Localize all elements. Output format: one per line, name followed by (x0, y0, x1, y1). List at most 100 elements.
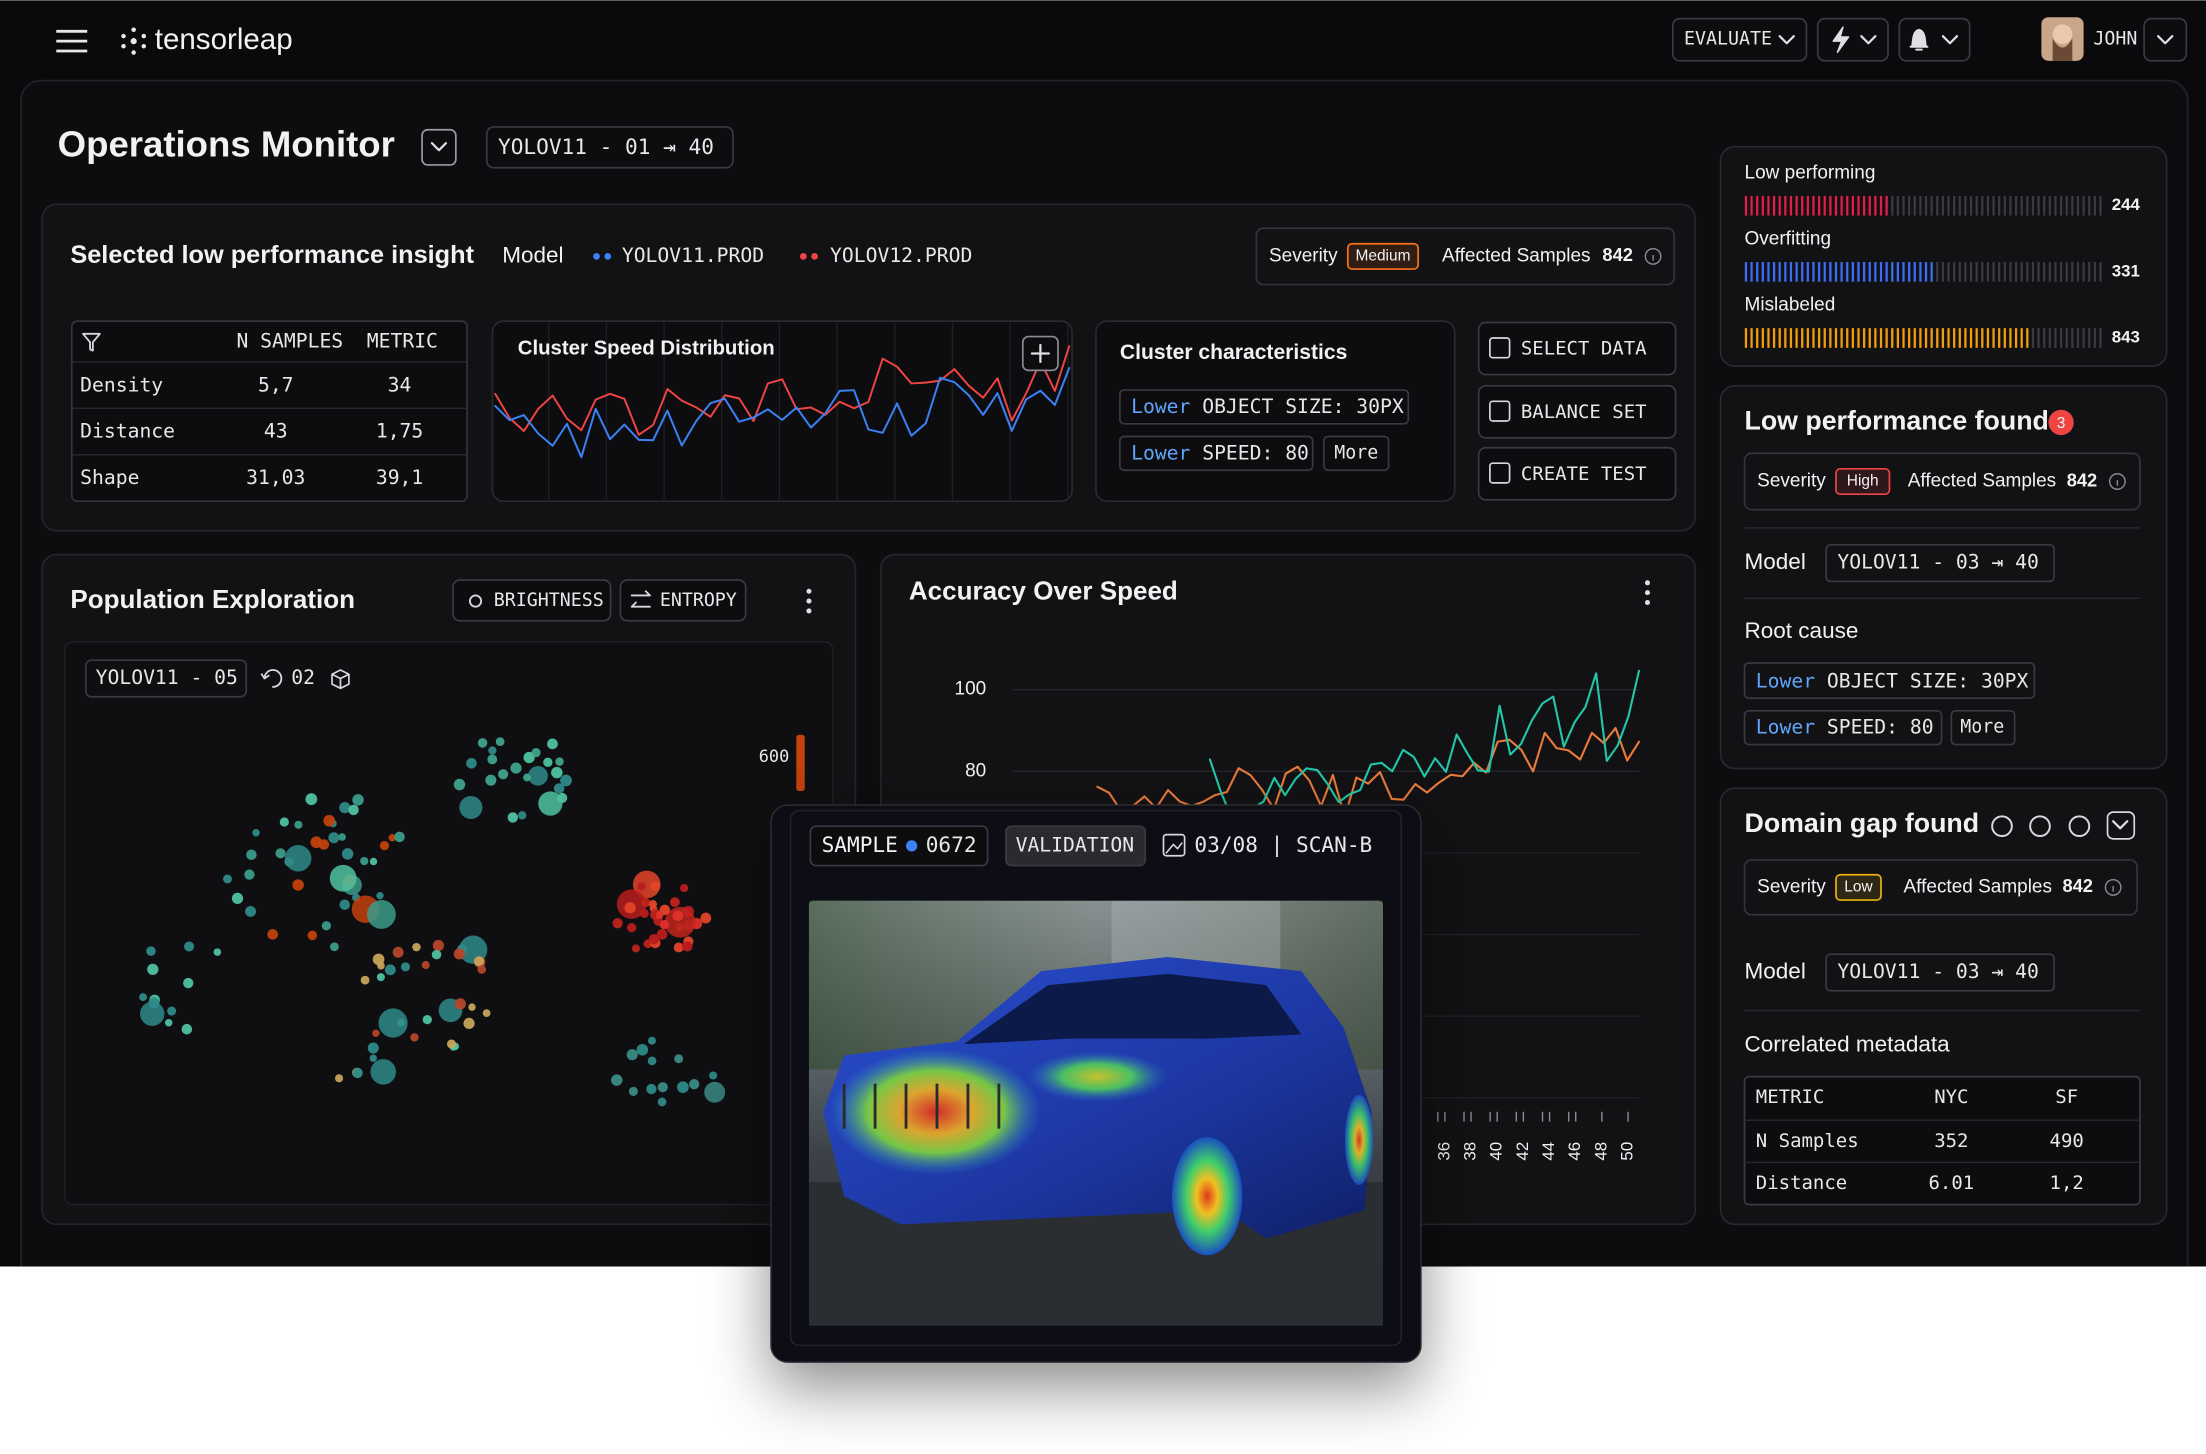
scatter-point (394, 831, 405, 843)
card-title: Cluster Speed Distribution (518, 338, 775, 360)
scatter-point (323, 814, 336, 827)
scatter-point (677, 1081, 689, 1094)
scatter-point (555, 757, 564, 766)
scatter-point (400, 962, 410, 972)
scatter-point (510, 762, 522, 774)
scatter-point (551, 766, 563, 779)
distribution-line (494, 366, 1071, 459)
cell: 490 (2050, 1130, 2084, 1152)
scatter-point (352, 794, 364, 806)
scatter-point (379, 840, 390, 851)
evaluate-label: EVALUATE (1684, 29, 1772, 50)
evaluate-button[interactable] (1671, 17, 1808, 62)
more-chip[interactable] (1950, 709, 2016, 746)
cell: 1,2 (2050, 1172, 2084, 1194)
chip-part: Lower (1131, 441, 1190, 464)
scatter-point (628, 1086, 638, 1096)
scatter-point (528, 765, 548, 786)
scatter-point (498, 769, 509, 780)
cube-icon (331, 669, 350, 690)
scatter-point (372, 1029, 380, 1037)
scatter-point (639, 908, 649, 918)
range-chip[interactable] (485, 126, 734, 169)
refresh-icon (260, 669, 283, 688)
chip-text: Lower OBJECT SIZE: 30PX (1131, 394, 1404, 417)
scatter-point (147, 963, 159, 976)
button-label: ENTROPY (660, 590, 737, 611)
scan: 03/08 | SCAN-B (1194, 832, 1372, 858)
model-label: Model (1745, 549, 1806, 574)
x-tick-label: 40 (1487, 1142, 1506, 1161)
scatter-point (538, 791, 563, 816)
scatter-point (338, 833, 346, 841)
collapse-button[interactable] (2106, 811, 2136, 840)
scatter-point (305, 793, 318, 806)
low-performance-panel (1719, 384, 2168, 770)
scatter-point (659, 920, 669, 930)
severity-label: Severity (1269, 245, 1338, 266)
column-header: NYC (1934, 1086, 1968, 1108)
action-label: BALANCE SET (1521, 401, 1647, 423)
affected-label: Affected Samples (1908, 471, 2056, 492)
brightness-button[interactable] (452, 579, 612, 622)
scatter-point (284, 857, 294, 867)
severity-box (1743, 452, 2141, 511)
actions-button[interactable] (1816, 17, 1889, 62)
logo-dot (130, 38, 137, 45)
user-menu[interactable] (2143, 17, 2188, 62)
severity-box (1743, 859, 2138, 916)
section-label: Root cause (1745, 618, 1859, 643)
scatter-point (181, 1023, 193, 1035)
scatter-point (632, 870, 661, 899)
x-tick-label: 44 (1539, 1142, 1558, 1161)
scatter-point (459, 795, 483, 820)
column-header: METRIC (1756, 1086, 1825, 1108)
affected-value: 842 (2067, 469, 2097, 490)
action-button[interactable] (1477, 321, 1677, 376)
scatter-point (223, 874, 232, 884)
cell: 31,03 (246, 466, 305, 489)
scatter-point (267, 929, 278, 940)
x-tick-label: 46 (1565, 1142, 1584, 1161)
more-label: More (1334, 442, 1378, 463)
scatter-point (421, 961, 430, 970)
scatter-point (388, 834, 396, 842)
scatter-point (422, 1014, 432, 1025)
action-icon (1489, 337, 1511, 359)
scatter-point (252, 829, 260, 837)
scatter-point (329, 864, 357, 892)
cell: 1,75 (376, 420, 423, 443)
scatter-point (531, 748, 541, 758)
column-header: METRIC (367, 330, 438, 353)
entropy-button[interactable] (619, 579, 747, 622)
info-icon (2108, 473, 2126, 490)
scatter-point (518, 811, 527, 820)
row-label: N Samples (1756, 1130, 1859, 1152)
row-label: Density (80, 373, 163, 396)
scatter-point (523, 773, 531, 782)
action-button[interactable] (1477, 446, 1677, 501)
scatter-point (392, 946, 404, 958)
distribution-card (491, 320, 1073, 503)
more-chip[interactable] (1323, 435, 1390, 472)
wheel (1344, 1094, 1374, 1185)
chip-text: Lower SPEED: 80 (1131, 441, 1309, 464)
scatter-point (352, 1067, 363, 1079)
cell: 34 (388, 373, 412, 396)
x-tick-label: 48 (1591, 1142, 1610, 1161)
scatter-point (485, 774, 497, 786)
scatter-point (637, 882, 646, 891)
scatter-point (468, 1003, 476, 1011)
title-dropdown[interactable] (421, 128, 457, 166)
action-button[interactable] (1477, 384, 1677, 439)
scatter-point (488, 746, 497, 755)
panel-title: Selected low performance insight (70, 241, 474, 269)
scatter-point (453, 778, 466, 791)
scatter-point (310, 836, 323, 849)
info-icon (1644, 247, 1662, 265)
scatter-point (360, 856, 369, 866)
image-icon (1162, 833, 1186, 857)
scatter-point (631, 944, 640, 953)
notifications-button[interactable] (1898, 17, 1971, 62)
